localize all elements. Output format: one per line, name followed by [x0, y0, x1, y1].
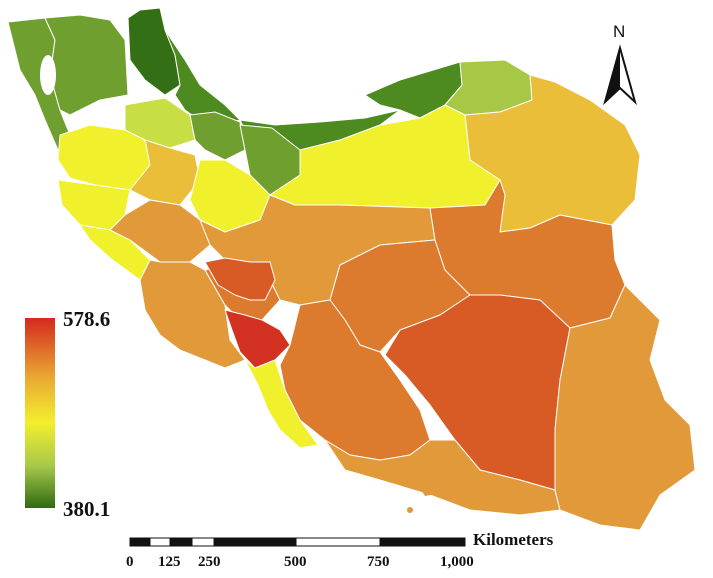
scale-bar [129, 537, 466, 547]
province-south-khorasan [429, 179, 626, 329]
province-ardabil [127, 7, 181, 96]
province-kohgiluyeh [224, 309, 291, 369]
island-qeshm [420, 482, 448, 496]
scale-tick-500: 500 [284, 554, 307, 570]
north-label: N [613, 22, 626, 41]
scale-tick-125: 125 [158, 554, 181, 570]
province-khuzestan [139, 259, 246, 369]
scale-tick-750: 750 [367, 554, 390, 570]
north-arrow-icon [603, 44, 637, 106]
province-east-azerbaijan [44, 14, 129, 116]
island-small [407, 507, 413, 513]
scale-tick-250: 250 [198, 554, 221, 570]
scale-tick-0: 0 [126, 554, 134, 570]
province-hormozgan [324, 439, 561, 516]
province-bushehr [244, 359, 319, 449]
lake-urmia [40, 55, 56, 95]
scale-tick-1000: 1,000 [440, 554, 474, 570]
province-qazvin [189, 111, 246, 161]
legend-color-bar [25, 318, 55, 508]
province-sistan-baluchestan [554, 284, 696, 531]
legend-max-label: 578.6 [63, 307, 111, 331]
province-bakhtiari [204, 257, 276, 301]
scale-unit-label: Kilometers [473, 530, 554, 549]
legend-min-label: 380.1 [63, 497, 111, 521]
